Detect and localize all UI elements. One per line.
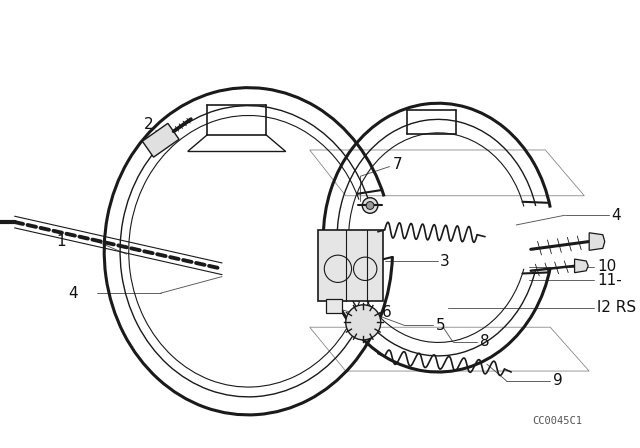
Text: 4: 4 xyxy=(68,286,78,301)
Text: 9: 9 xyxy=(553,373,563,388)
Text: 8: 8 xyxy=(480,334,490,349)
Text: 7: 7 xyxy=(392,157,402,172)
Polygon shape xyxy=(142,123,179,157)
Text: 1: 1 xyxy=(56,234,66,249)
Polygon shape xyxy=(326,299,342,313)
Text: 3: 3 xyxy=(440,254,450,268)
Polygon shape xyxy=(589,233,605,250)
Text: 2: 2 xyxy=(144,117,154,132)
Text: 10: 10 xyxy=(597,259,616,274)
Circle shape xyxy=(346,305,381,340)
Polygon shape xyxy=(575,259,588,273)
Text: l2 RS: l2 RS xyxy=(597,300,636,315)
Text: 11-: 11- xyxy=(597,273,621,288)
Text: 5: 5 xyxy=(436,318,446,333)
Circle shape xyxy=(362,198,378,213)
Text: 4: 4 xyxy=(612,208,621,223)
Polygon shape xyxy=(319,230,383,301)
Text: CC0045C1: CC0045C1 xyxy=(532,416,582,426)
Text: 6: 6 xyxy=(381,305,392,320)
Circle shape xyxy=(366,202,374,209)
